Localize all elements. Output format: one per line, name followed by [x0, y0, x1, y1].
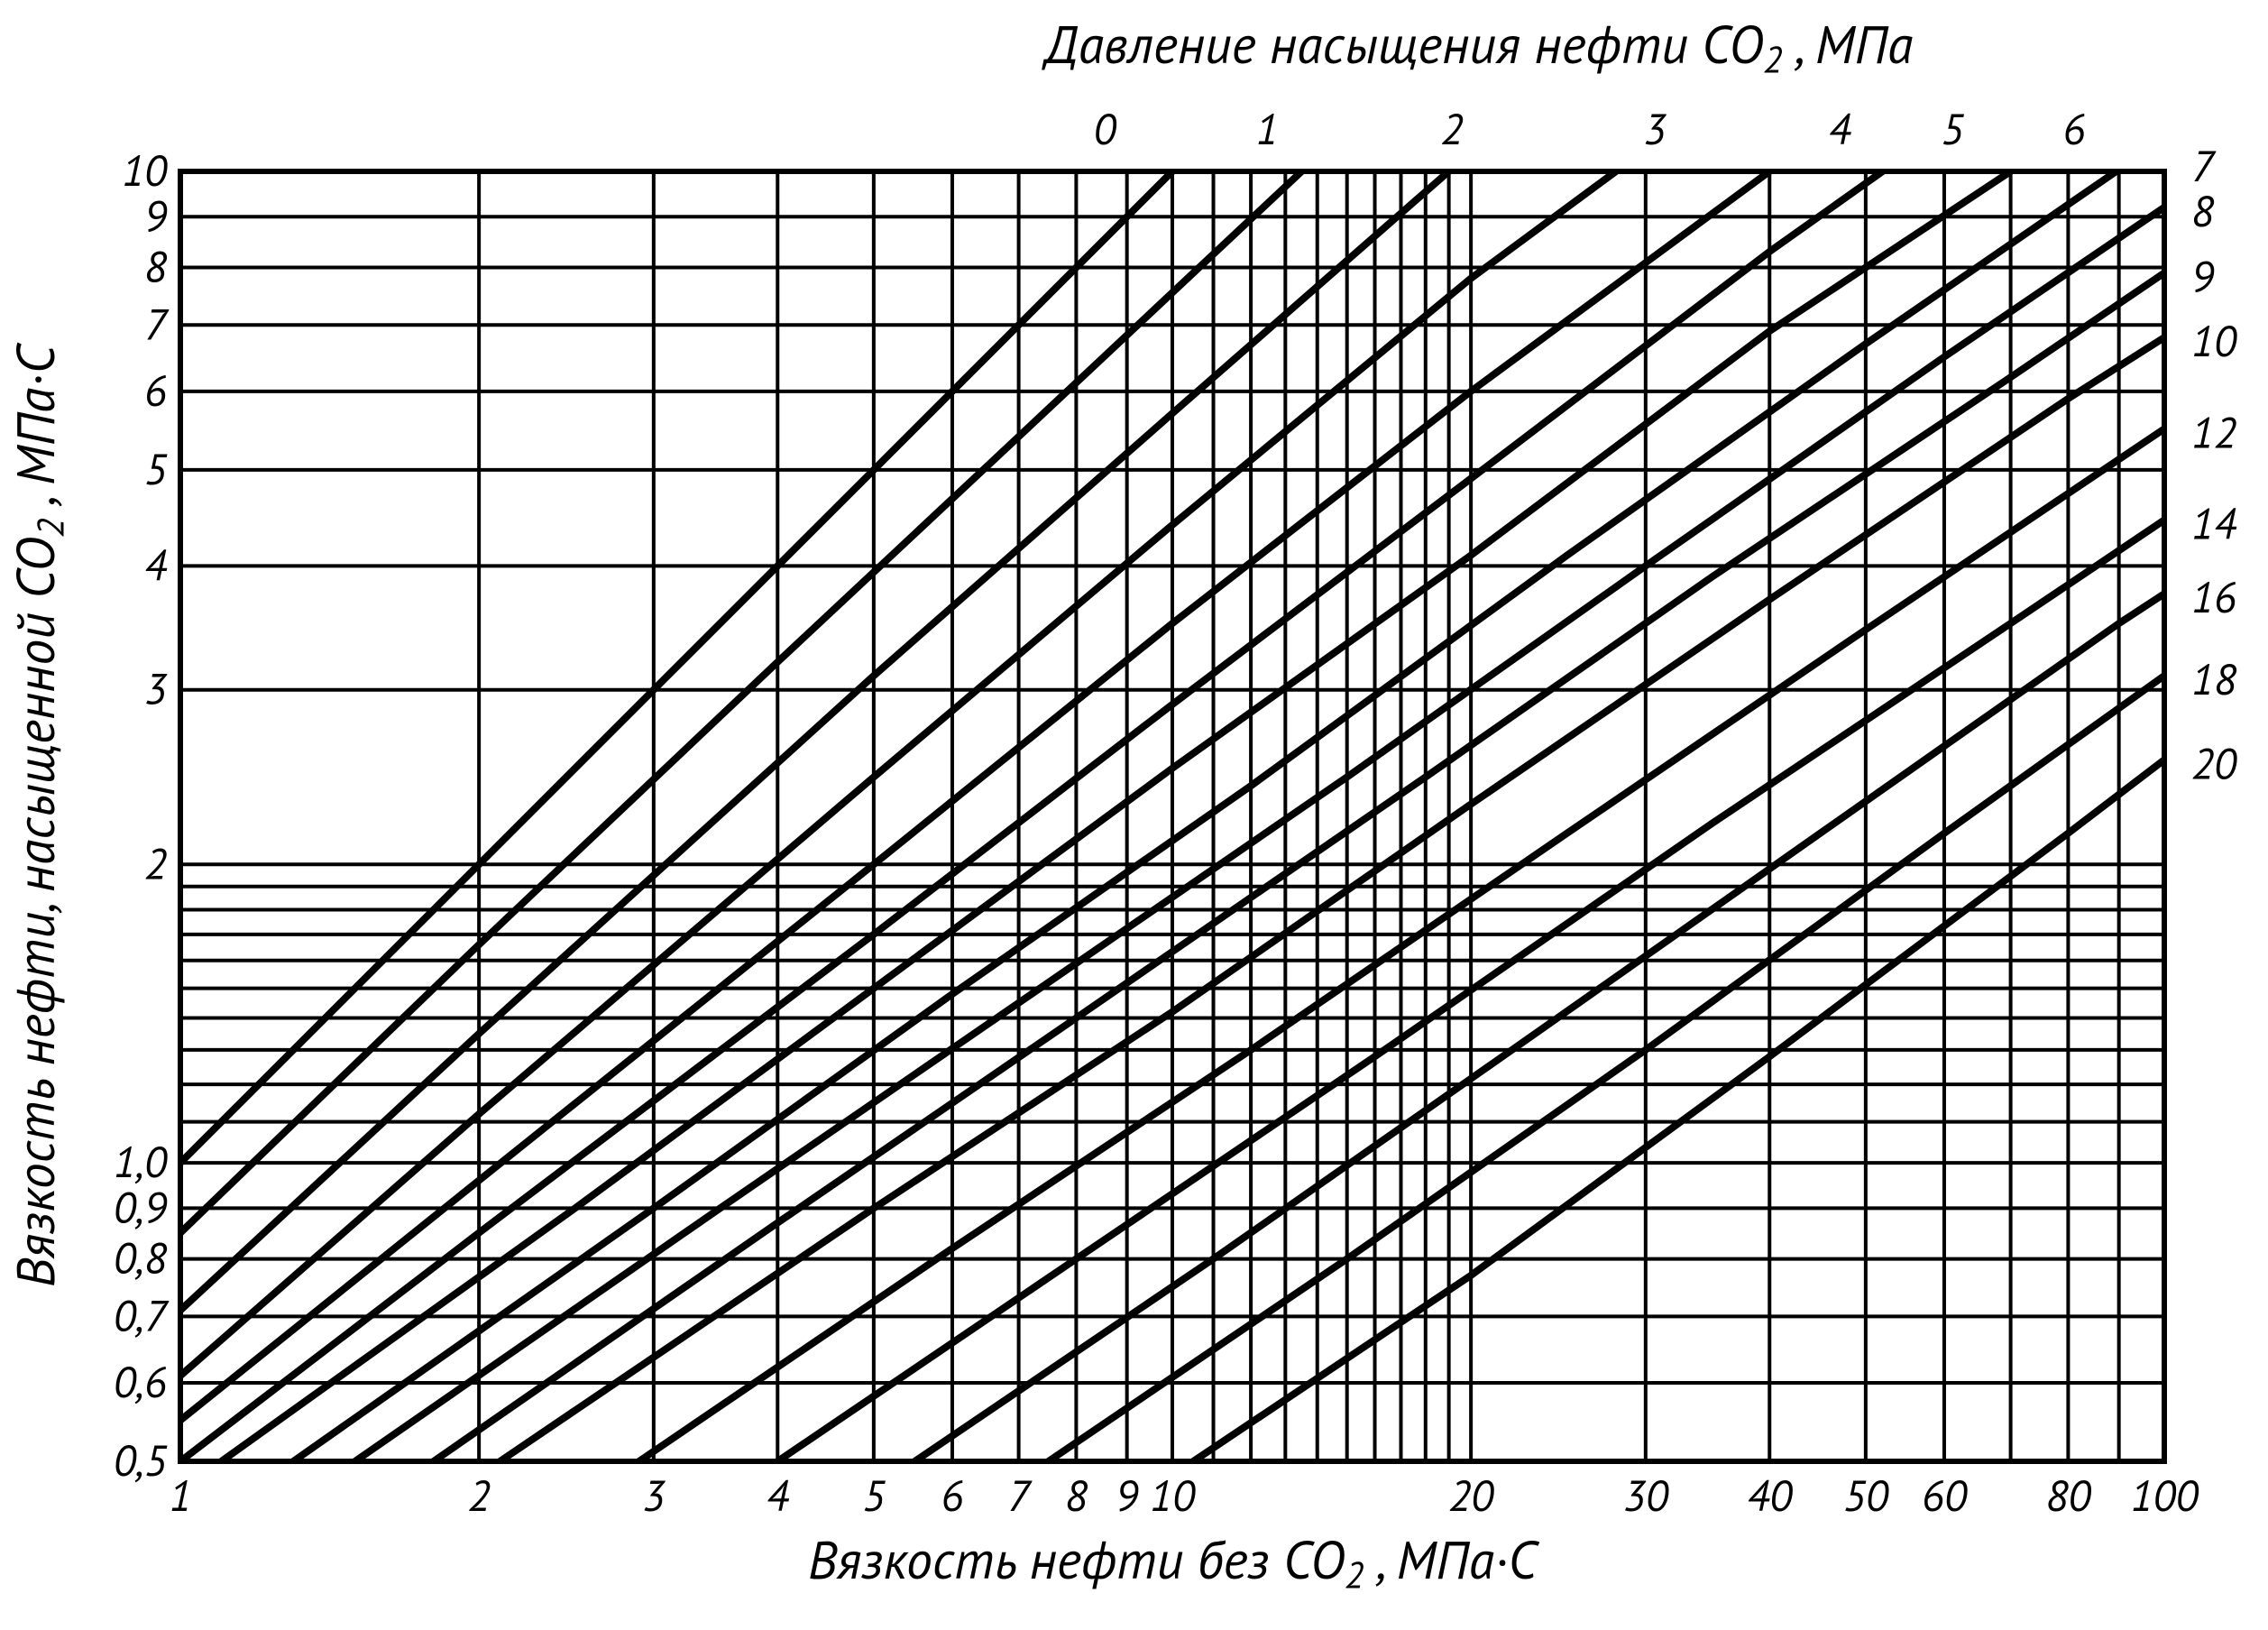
series-label-9: 9	[2191, 249, 2215, 305]
y-tick-8: 8	[144, 239, 168, 295]
series-18	[1049, 676, 2164, 1461]
chart-container: 123456789102030405060801000,50,60,70,80,…	[0, 0, 2268, 1630]
series-16	[914, 594, 2164, 1461]
x-tick-8: 8	[1065, 1468, 1088, 1524]
series-1	[180, 171, 1301, 1233]
y-tick-0,5: 0,5	[114, 1432, 168, 1488]
x-tick-30: 30	[1623, 1468, 1669, 1524]
x-axis-label: Вязкость нефти без CO2 , МПа·С	[808, 1526, 1540, 1598]
series-8	[355, 207, 2164, 1461]
series-0	[180, 171, 1172, 1163]
series-label-18: 18	[2191, 651, 2237, 707]
x-tick-3: 3	[642, 1468, 666, 1524]
series-9	[434, 273, 2164, 1462]
series-10	[500, 337, 2164, 1461]
grid	[180, 171, 2164, 1461]
x-tick-7: 7	[1007, 1468, 1033, 1524]
x-tick-1: 1	[170, 1468, 192, 1524]
series-label-12: 12	[2191, 404, 2236, 460]
y-tick-0,7: 0,7	[114, 1287, 170, 1343]
top-scale-0: 0	[1094, 101, 1117, 157]
top-axis-title: Давление насыщения нефти CO2 , МПа	[1042, 11, 1913, 83]
y-tick-6: 6	[144, 363, 167, 419]
nomogram-chart: 123456789102030405060801000,50,60,70,80,…	[0, 0, 2268, 1630]
y-tick-10: 10	[122, 143, 168, 198]
x-tick-2: 2	[468, 1468, 491, 1524]
x-tick-60: 60	[1922, 1468, 1968, 1524]
y-tick-0,8: 0,8	[114, 1230, 168, 1286]
y-tick-7: 7	[144, 296, 170, 352]
series-label-16: 16	[2191, 569, 2236, 625]
x-tick-100: 100	[2131, 1468, 2199, 1524]
y-tick-3: 3	[144, 661, 168, 717]
y-axis-label: Вязкость нефти, насыщенной CO2 , МПа·С	[2, 342, 74, 1287]
x-tick-80: 80	[2045, 1468, 2091, 1524]
x-tick-5: 5	[862, 1468, 886, 1524]
top-scale-5: 5	[1942, 101, 1965, 157]
series-5	[180, 171, 1883, 1461]
x-tick-50: 50	[1843, 1468, 1889, 1524]
x-tick-6: 6	[941, 1468, 963, 1524]
top-scale-4: 4	[1829, 101, 1852, 157]
top-scale-2: 2	[1441, 101, 1464, 157]
y-tick-0,6: 0,6	[114, 1354, 167, 1410]
top-scale-3: 3	[1644, 101, 1667, 157]
x-tick-20: 20	[1448, 1468, 1494, 1524]
top-scale-1: 1	[1256, 101, 1279, 157]
series-label-20: 20	[2191, 735, 2237, 791]
y-tick-4: 4	[144, 537, 168, 593]
x-tick-10: 10	[1150, 1468, 1196, 1524]
x-tick-40: 40	[1747, 1468, 1793, 1524]
x-tick-4: 4	[767, 1468, 790, 1524]
top-scale-6: 6	[2063, 101, 2086, 157]
y-tick-2: 2	[144, 835, 167, 891]
y-tick-5: 5	[144, 441, 168, 497]
x-tick-9: 9	[1116, 1468, 1139, 1524]
series-label-10: 10	[2191, 313, 2237, 369]
series-6	[222, 171, 2011, 1461]
series-7	[293, 138, 2164, 1461]
y-tick-1,0: 1,0	[114, 1134, 168, 1190]
series-label-8: 8	[2191, 183, 2215, 239]
series-label-14: 14	[2191, 495, 2237, 551]
